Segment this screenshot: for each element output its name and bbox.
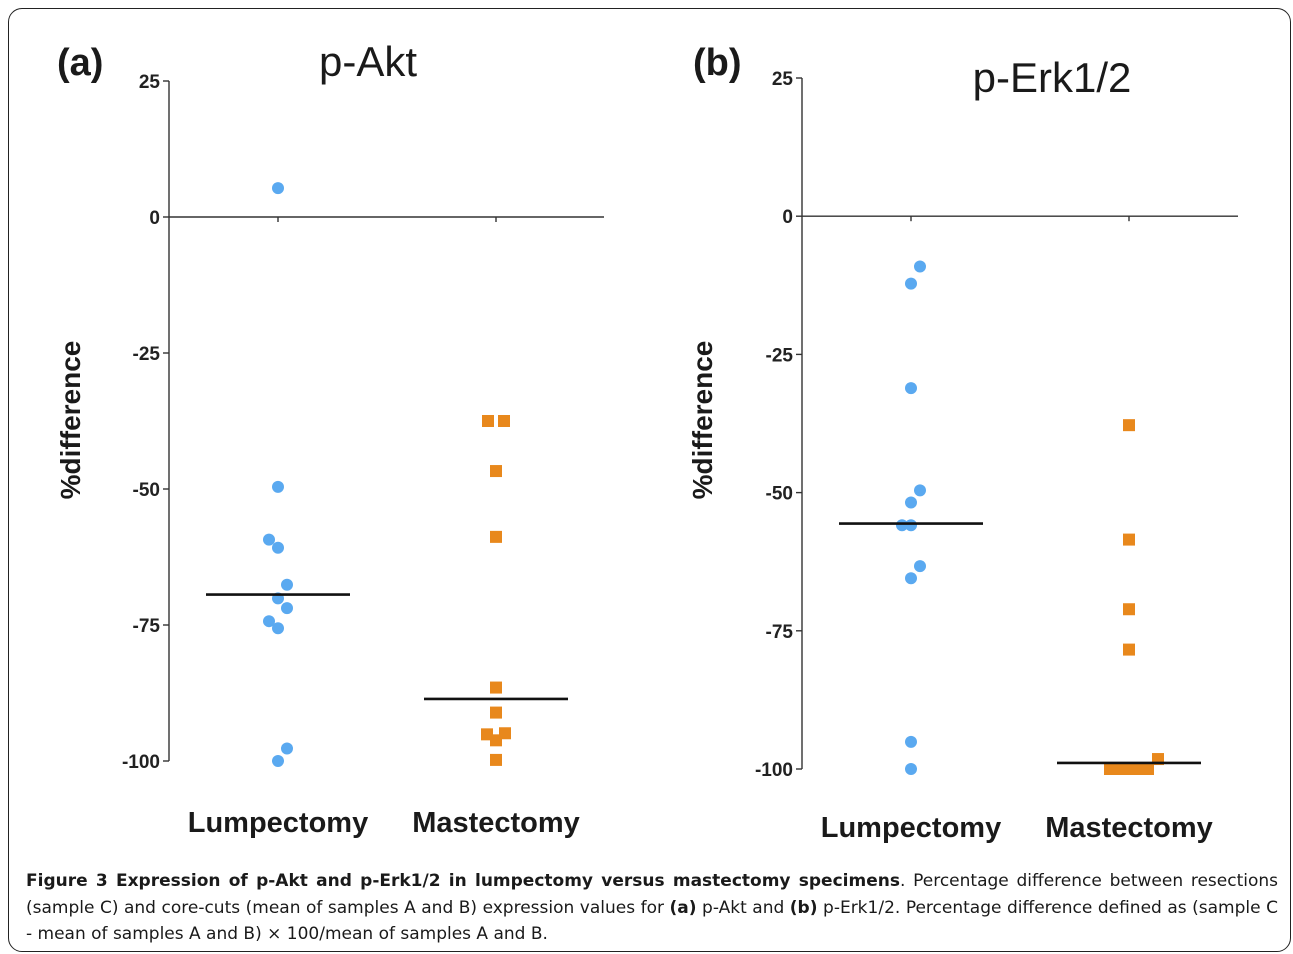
data-point-circle: [281, 602, 293, 615]
data-point-square: [490, 530, 502, 543]
data-point-square: [482, 415, 494, 427]
data-point-square: [490, 753, 502, 766]
data-point-square: [1123, 763, 1135, 775]
data-point-circle: [914, 484, 926, 497]
y-tick-label: -75: [133, 616, 161, 637]
data-point-square: [490, 465, 502, 478]
y-tick-label: 0: [782, 207, 793, 228]
y-tick-label: -50: [133, 480, 160, 501]
data-point-square: [1123, 603, 1135, 616]
figure-canvas: 25 0 -25 -50 -75 -100 Lumpectomy Mastectomy %dif…: [55, 38, 1238, 844]
y-tick-label: 0: [149, 208, 160, 229]
panel-b: 25 0 -25 -50 -75 -100 Lumpectomy Mastectomy %dif…: [687, 42, 1238, 844]
caption-ref-b: (b): [789, 897, 818, 918]
y-tick-label: 25: [139, 72, 161, 93]
caption-text-1: . Percentage difference between resectio…: [26, 871, 1278, 918]
data-point-circle: [272, 480, 284, 493]
caption-text-3: p-Erk1/2. Percentage difference defined …: [26, 897, 1278, 945]
y-tick-label: -25: [133, 344, 161, 365]
data-point-circle: [272, 541, 284, 554]
data-point-circle: [905, 382, 917, 395]
data-point-circle: [905, 735, 917, 748]
data-point-square: [1123, 643, 1135, 656]
data-point-circle: [905, 519, 917, 532]
data-point-circle: [281, 578, 293, 591]
data-point-square: [498, 415, 510, 427]
chart-title: p-Erk1/2: [973, 54, 1132, 101]
caption-title: Figure 3 Expression of p-Akt and p-Erk1/…: [26, 871, 900, 891]
figure-frame: [8, 8, 1291, 952]
data-point-circle: [896, 519, 908, 532]
y-tick-label: -75: [766, 622, 794, 643]
category-label: Mastectomy: [1045, 812, 1213, 844]
data-point-circle: [272, 622, 284, 635]
data-point-circle: [272, 755, 284, 767]
category-label: Mastectomy: [412, 807, 580, 839]
y-axis-title: %difference: [687, 341, 718, 500]
data-point-circle: [905, 763, 917, 775]
figure-caption: Figure 3 Expression of p-Akt and p-Erk1/…: [26, 868, 1278, 948]
panel-a: 25 0 -25 -50 -75 -100 Lumpectomy Mastectomy %dif…: [55, 38, 604, 839]
data-point-square: [1142, 763, 1154, 775]
y-tick-label: 25: [772, 69, 794, 90]
data-point-circle: [914, 260, 926, 273]
data-point-circle: [263, 533, 275, 546]
y-tick-label: -50: [766, 484, 793, 505]
data-point-square: [1113, 763, 1125, 775]
data-point-square: [490, 681, 502, 694]
data-point-square: [490, 706, 502, 719]
data-point-circle: [263, 615, 275, 628]
y-tick-label: -25: [766, 345, 794, 366]
data-point-square: [1123, 533, 1135, 546]
data-point-circle: [905, 572, 917, 585]
data-point-circle: [914, 560, 926, 573]
y-tick-label: -100: [755, 760, 793, 781]
caption-ref-a: (a): [669, 897, 697, 918]
data-point-circle: [905, 277, 917, 290]
y-tick-label: -100: [122, 752, 160, 773]
data-point-square: [1123, 419, 1135, 432]
category-label: Lumpectomy: [821, 812, 1001, 844]
chart-title: p-Akt: [319, 38, 417, 85]
panel-label: (b): [693, 42, 742, 84]
y-axis-title: %difference: [55, 341, 86, 500]
data-point-circle: [272, 182, 284, 195]
panel-label: (a): [57, 42, 103, 84]
category-label: Lumpectomy: [188, 807, 368, 839]
caption-text-2: p-Akt and: [696, 897, 790, 918]
data-point-circle: [905, 496, 917, 509]
data-point-circle: [281, 742, 293, 755]
data-point-square: [490, 734, 502, 747]
